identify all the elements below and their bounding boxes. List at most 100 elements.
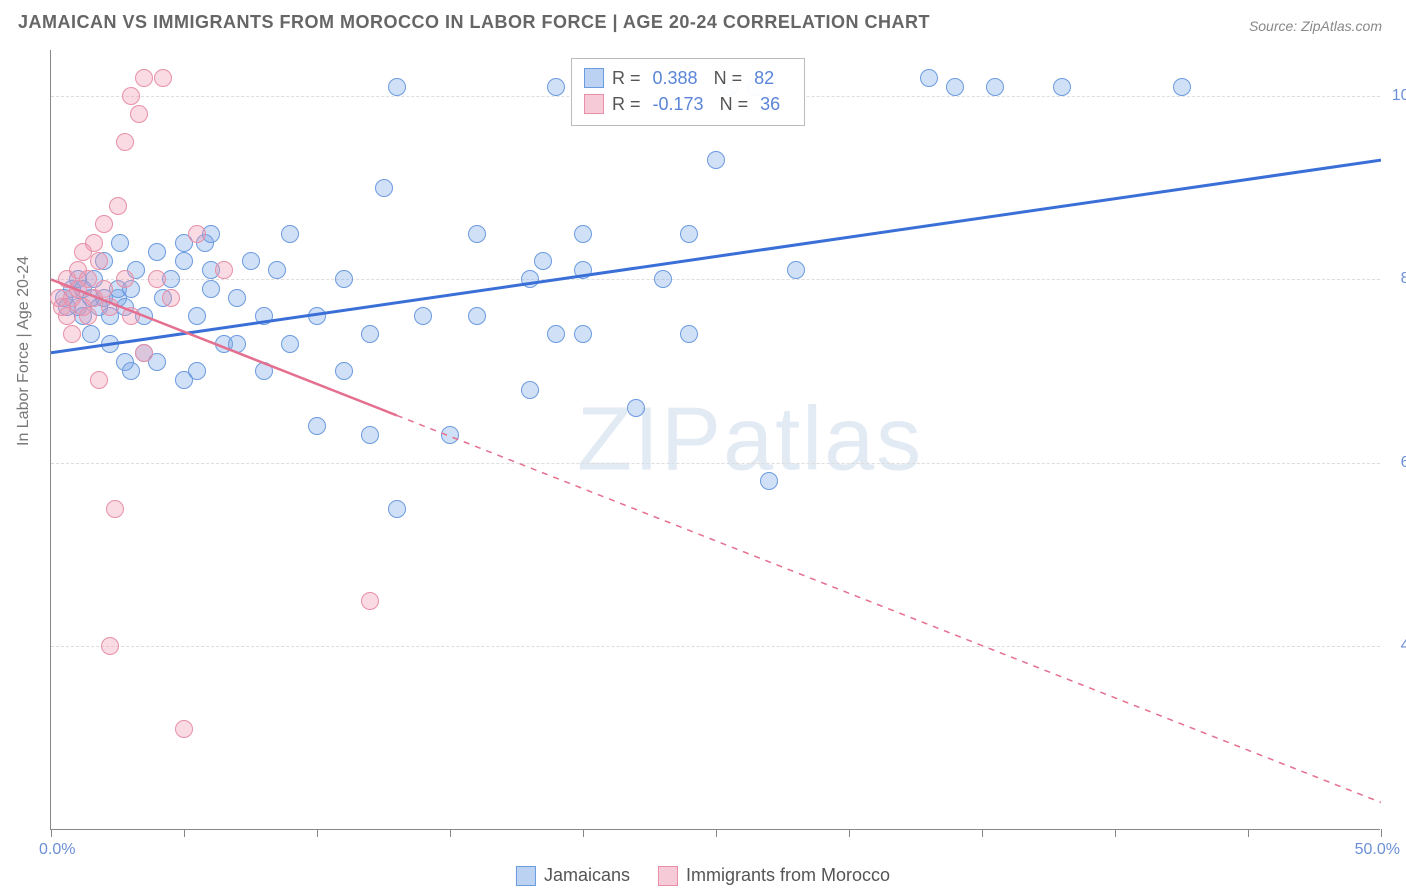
point-morocco bbox=[79, 307, 97, 325]
point-jamaicans bbox=[521, 270, 539, 288]
point-jamaicans bbox=[228, 335, 246, 353]
point-morocco bbox=[106, 500, 124, 518]
stats-legend-row: R =-0.173N =36 bbox=[584, 91, 788, 117]
legend-swatch-jamaicans bbox=[516, 866, 536, 886]
stats-N-label: N = bbox=[714, 68, 743, 89]
point-morocco bbox=[116, 133, 134, 151]
watermark-bold: ZIP bbox=[577, 389, 723, 489]
point-jamaicans bbox=[680, 225, 698, 243]
point-jamaicans bbox=[82, 325, 100, 343]
legend-label-jamaicans: Jamaicans bbox=[544, 865, 630, 886]
point-jamaicans bbox=[521, 381, 539, 399]
point-jamaicans bbox=[920, 69, 938, 87]
point-jamaicans bbox=[361, 325, 379, 343]
y-tick-label: 100.0% bbox=[1386, 87, 1406, 105]
point-jamaicans bbox=[228, 289, 246, 307]
point-jamaicans bbox=[375, 179, 393, 197]
y-tick-label: 80.0% bbox=[1386, 270, 1406, 288]
point-morocco bbox=[101, 637, 119, 655]
point-jamaicans bbox=[574, 261, 592, 279]
point-morocco bbox=[58, 307, 76, 325]
stats-N-label: N = bbox=[720, 94, 749, 115]
stats-R-value: -0.173 bbox=[649, 94, 712, 115]
source-label: Source: ZipAtlas.com bbox=[1249, 18, 1382, 34]
point-jamaicans bbox=[101, 335, 119, 353]
point-jamaicans bbox=[1053, 78, 1071, 96]
x-tick-label-left: 0.0% bbox=[39, 841, 75, 859]
y-tick-label: 40.0% bbox=[1386, 637, 1406, 655]
x-tick bbox=[184, 829, 185, 837]
trendline-morocco-dashed bbox=[397, 415, 1381, 802]
point-jamaicans bbox=[707, 151, 725, 169]
point-morocco bbox=[109, 197, 127, 215]
point-jamaicans bbox=[654, 270, 672, 288]
point-morocco bbox=[122, 307, 140, 325]
legend-swatch-morocco bbox=[658, 866, 678, 886]
point-morocco bbox=[122, 87, 140, 105]
x-tick bbox=[982, 829, 983, 837]
point-morocco bbox=[116, 270, 134, 288]
y-tick-label: 60.0% bbox=[1386, 454, 1406, 472]
x-tick bbox=[716, 829, 717, 837]
point-jamaicans bbox=[281, 335, 299, 353]
point-jamaicans bbox=[441, 426, 459, 444]
point-morocco bbox=[188, 225, 206, 243]
point-jamaicans bbox=[986, 78, 1004, 96]
point-morocco bbox=[135, 344, 153, 362]
point-jamaicans bbox=[1173, 78, 1191, 96]
point-jamaicans bbox=[468, 225, 486, 243]
point-morocco bbox=[148, 270, 166, 288]
point-morocco bbox=[101, 298, 119, 316]
x-tick bbox=[849, 829, 850, 837]
x-tick bbox=[450, 829, 451, 837]
point-jamaicans bbox=[242, 252, 260, 270]
point-morocco bbox=[162, 289, 180, 307]
stats-swatch bbox=[584, 94, 604, 114]
stats-legend-row: R =0.388N =82 bbox=[584, 65, 788, 91]
point-morocco bbox=[154, 69, 172, 87]
point-jamaicans bbox=[255, 362, 273, 380]
point-jamaicans bbox=[547, 325, 565, 343]
x-tick bbox=[583, 829, 584, 837]
watermark-thin: atlas bbox=[723, 389, 923, 489]
point-jamaicans bbox=[388, 78, 406, 96]
point-morocco bbox=[215, 261, 233, 279]
point-jamaicans bbox=[308, 307, 326, 325]
stats-swatch bbox=[584, 68, 604, 88]
point-jamaicans bbox=[335, 362, 353, 380]
point-morocco bbox=[95, 215, 113, 233]
point-jamaicans bbox=[361, 426, 379, 444]
x-tick bbox=[1381, 829, 1382, 837]
point-jamaicans bbox=[787, 261, 805, 279]
bottom-legend: Jamaicans Immigrants from Morocco bbox=[516, 865, 890, 886]
x-tick bbox=[1248, 829, 1249, 837]
gridline-h bbox=[51, 279, 1380, 280]
plot-area: ZIPatlas 40.0%60.0%80.0%100.0%0.0%50.0%R… bbox=[50, 50, 1380, 830]
point-jamaicans bbox=[680, 325, 698, 343]
gridline-h bbox=[51, 463, 1380, 464]
stats-legend: R =0.388N =82R =-0.173N =36 bbox=[571, 58, 805, 126]
point-jamaicans bbox=[175, 252, 193, 270]
point-jamaicans bbox=[574, 325, 592, 343]
point-jamaicans bbox=[188, 307, 206, 325]
stats-R-label: R = bbox=[612, 68, 641, 89]
point-morocco bbox=[130, 105, 148, 123]
point-jamaicans bbox=[627, 399, 645, 417]
x-tick bbox=[51, 829, 52, 837]
stats-N-value: 82 bbox=[750, 68, 782, 89]
x-tick-label-right: 50.0% bbox=[1355, 841, 1400, 859]
y-axis-title: In Labor Force | Age 20-24 bbox=[15, 256, 33, 446]
point-morocco bbox=[63, 325, 81, 343]
gridline-h bbox=[51, 646, 1380, 647]
chart-title: JAMAICAN VS IMMIGRANTS FROM MOROCCO IN L… bbox=[18, 12, 930, 33]
point-jamaicans bbox=[111, 234, 129, 252]
point-morocco bbox=[361, 592, 379, 610]
point-jamaicans bbox=[268, 261, 286, 279]
stats-R-label: R = bbox=[612, 94, 641, 115]
point-jamaicans bbox=[946, 78, 964, 96]
point-morocco bbox=[85, 234, 103, 252]
chart-container: JAMAICAN VS IMMIGRANTS FROM MOROCCO IN L… bbox=[0, 0, 1406, 892]
point-jamaicans bbox=[148, 243, 166, 261]
legend-item-morocco: Immigrants from Morocco bbox=[658, 865, 890, 886]
point-morocco bbox=[90, 252, 108, 270]
